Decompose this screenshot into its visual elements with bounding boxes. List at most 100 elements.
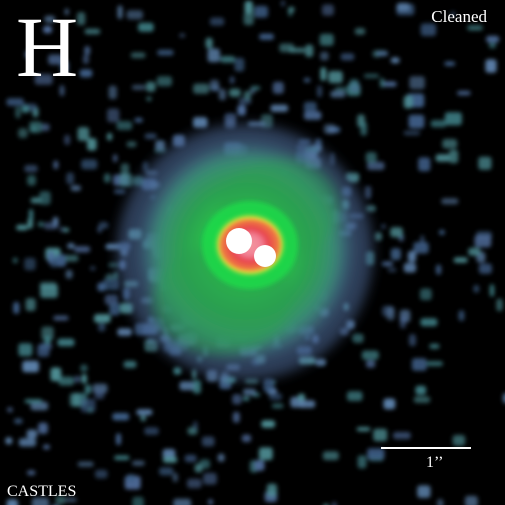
noise-speckle bbox=[50, 367, 62, 382]
noise-speckle bbox=[37, 221, 44, 228]
noise-speckle bbox=[218, 88, 226, 101]
noise-speckle bbox=[59, 85, 65, 97]
noise-speckle bbox=[30, 197, 42, 204]
noise-speckle bbox=[420, 235, 425, 247]
noise-speckle bbox=[403, 262, 417, 273]
noise-speckle bbox=[209, 17, 225, 26]
noise-speckle bbox=[79, 69, 93, 78]
noise-speckle bbox=[24, 257, 36, 271]
noise-speckle bbox=[411, 358, 427, 371]
noise-speckle bbox=[478, 263, 492, 274]
noise-speckle bbox=[173, 367, 182, 375]
noise-speckle bbox=[113, 154, 118, 163]
noise-speckle bbox=[84, 384, 92, 395]
noise-speckle bbox=[15, 106, 21, 119]
noise-speckle bbox=[361, 350, 379, 360]
lensed-image-b bbox=[254, 245, 276, 267]
noise-speckle bbox=[303, 101, 317, 113]
noise-speckle bbox=[390, 227, 403, 238]
noise-speckle bbox=[57, 338, 75, 347]
noise-speckle bbox=[413, 396, 431, 403]
noise-speckle bbox=[55, 496, 66, 505]
noise-speckle bbox=[162, 456, 178, 463]
noise-speckle bbox=[144, 427, 159, 435]
noise-speckle bbox=[297, 393, 306, 403]
noise-speckle bbox=[179, 33, 186, 38]
noise-speckle bbox=[418, 157, 431, 172]
filter-band-label: H bbox=[16, 0, 79, 95]
noise-speckle bbox=[448, 149, 459, 164]
noise-speckle bbox=[142, 161, 149, 172]
noise-speckle bbox=[44, 15, 56, 23]
noise-speckle bbox=[413, 242, 429, 254]
noise-speckle bbox=[120, 163, 130, 177]
noise-speckle bbox=[266, 483, 277, 497]
noise-speckle bbox=[383, 398, 396, 410]
processing-status-label: Cleaned bbox=[431, 7, 487, 26]
noise-speckle bbox=[38, 422, 48, 434]
noise-speckle bbox=[131, 84, 146, 90]
noise-speckle bbox=[374, 232, 382, 241]
noise-speckle bbox=[442, 139, 458, 149]
noise-speckle bbox=[84, 46, 91, 56]
noise-speckle bbox=[81, 373, 87, 384]
noise-speckle bbox=[106, 132, 113, 141]
noise-speckle bbox=[381, 223, 386, 230]
noise-speckle bbox=[322, 4, 334, 16]
noise-speckle bbox=[242, 388, 256, 396]
noise-speckle bbox=[322, 451, 339, 461]
noise-speckle bbox=[270, 104, 289, 112]
noise-speckle bbox=[18, 343, 33, 357]
noise-speckle bbox=[43, 222, 58, 230]
noise-speckle bbox=[74, 246, 91, 253]
noise-speckle bbox=[403, 130, 421, 136]
noise-speckle bbox=[356, 427, 371, 432]
noise-speckle bbox=[107, 108, 120, 123]
noise-speckle bbox=[244, 0, 253, 14]
noise-speckle bbox=[18, 128, 28, 138]
noise-speckle bbox=[263, 378, 274, 393]
noise-speckle bbox=[114, 455, 130, 460]
noise-speckle bbox=[203, 472, 217, 485]
noise-speckle bbox=[138, 22, 154, 32]
noise-speckle bbox=[468, 247, 481, 256]
noise-speckle bbox=[60, 60, 69, 74]
noise-speckle bbox=[157, 49, 174, 56]
noise-speckle bbox=[132, 460, 145, 466]
noise-speckle bbox=[77, 12, 86, 26]
noise-speckle bbox=[408, 114, 425, 129]
noise-speckle bbox=[108, 85, 117, 100]
noise-speckle bbox=[465, 495, 478, 505]
noise-speckle bbox=[390, 57, 400, 64]
noise-speckle bbox=[207, 48, 220, 63]
noise-speckle bbox=[272, 81, 284, 94]
noise-speckle bbox=[288, 6, 295, 13]
noise-speckle bbox=[146, 81, 156, 92]
noise-speckle bbox=[48, 54, 64, 65]
noise-speckle bbox=[41, 326, 54, 341]
noise-speckle bbox=[386, 306, 395, 321]
noise-speckle bbox=[6, 499, 18, 505]
noise-speckle bbox=[84, 28, 101, 35]
noise-speckle bbox=[26, 429, 38, 439]
noise-speckle bbox=[67, 243, 75, 249]
noise-speckle bbox=[205, 37, 213, 49]
noise-speckle bbox=[332, 501, 337, 505]
noise-speckle bbox=[420, 23, 437, 36]
noise-speckle bbox=[136, 409, 153, 416]
noise-speckle bbox=[224, 113, 237, 123]
noise-speckle bbox=[258, 447, 273, 461]
noise-speckle bbox=[94, 314, 111, 323]
noise-speckle bbox=[409, 334, 416, 347]
noise-speckle bbox=[64, 134, 71, 145]
noise-speckle bbox=[396, 2, 410, 12]
noise-speckle bbox=[319, 33, 334, 46]
noise-speckle bbox=[393, 432, 411, 440]
noise-speckle bbox=[27, 175, 36, 186]
noise-speckle bbox=[340, 53, 355, 61]
noise-speckle bbox=[81, 159, 98, 170]
noise-speckle bbox=[193, 83, 210, 94]
noise-speckle bbox=[366, 360, 376, 368]
noise-speckle bbox=[104, 173, 111, 183]
